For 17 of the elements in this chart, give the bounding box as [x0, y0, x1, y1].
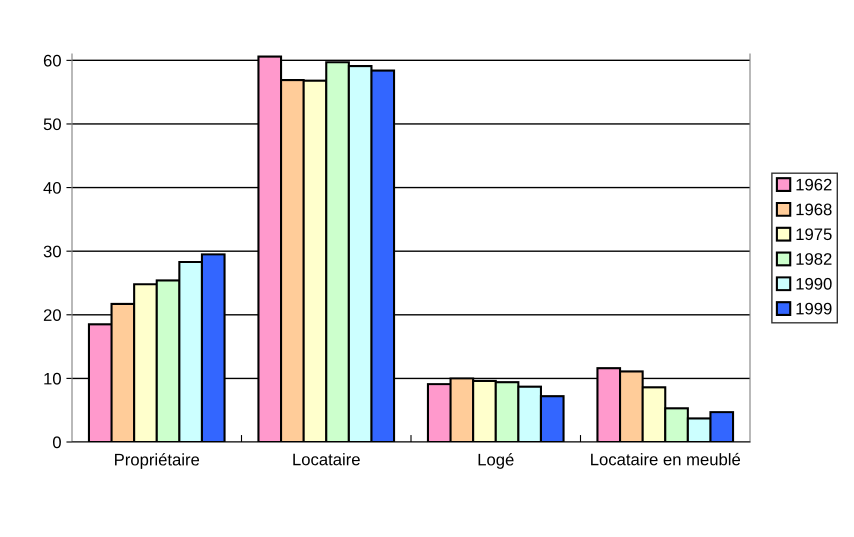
legend-label: 1999 — [796, 302, 832, 314]
x-tick-label: Propriétaire — [115, 453, 200, 469]
legend-label: 1982 — [796, 253, 832, 265]
y-tick-label: 0 — [52, 436, 61, 448]
y-tick-label: 60 — [44, 54, 61, 67]
legend-label: 1975 — [796, 228, 832, 240]
y-tick-label: 40 — [43, 182, 61, 194]
y-tick-label: 10 — [44, 372, 61, 385]
x-tick-label: Logé — [478, 453, 514, 469]
legend-label: 1990 — [796, 278, 832, 290]
y-tick-label: 20 — [44, 309, 61, 321]
legend-label: 1962 — [796, 178, 832, 191]
y-tick-label: 30 — [44, 246, 61, 258]
legend-label: 1968 — [796, 204, 832, 216]
y-tick-label: 50 — [44, 118, 61, 130]
x-tick-label: Locataire en meublé — [591, 452, 740, 466]
x-tick-label: Locataire — [293, 453, 360, 466]
